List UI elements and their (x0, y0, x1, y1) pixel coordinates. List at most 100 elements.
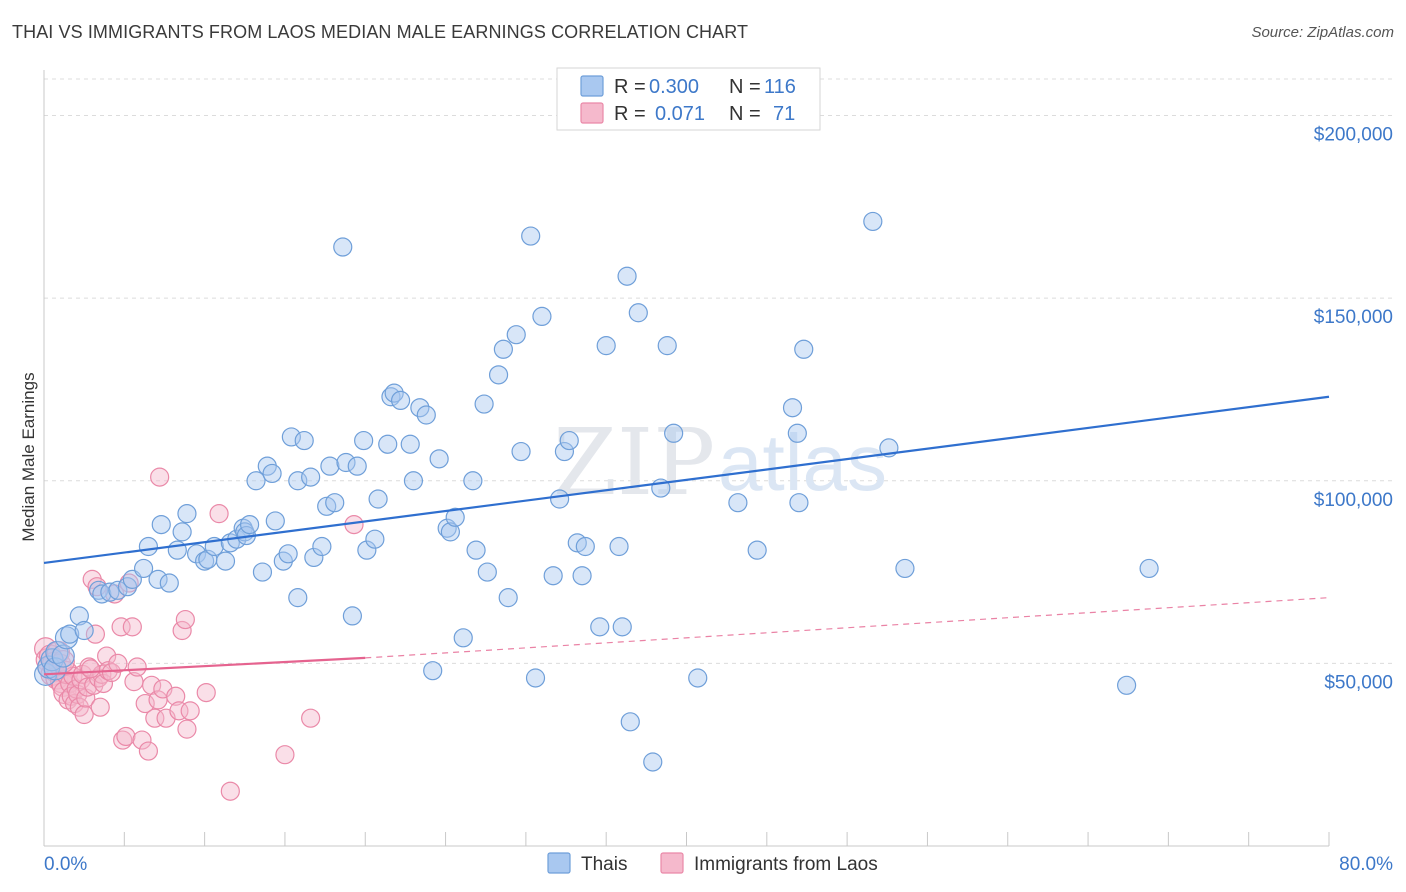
laos-points (34, 467, 364, 801)
laos-point (166, 686, 186, 706)
laos-point (209, 504, 229, 524)
y-tick-label-1: $100,000 (1314, 490, 1393, 511)
bottom-legend-swatch-laos (660, 852, 684, 874)
laos-point (127, 657, 147, 677)
thai-point (288, 471, 308, 491)
laos-point (180, 701, 200, 721)
thai-point (429, 449, 449, 469)
thai-point (215, 551, 236, 571)
thai-point (416, 405, 436, 425)
legend-n-value-laos: 71 (773, 103, 795, 125)
thai-point (333, 237, 353, 257)
thai-point (365, 529, 385, 549)
laos-trendline-extension (365, 597, 1330, 659)
laos-point (138, 741, 159, 761)
bottom-legend: Thais Immigrants from Laos (547, 852, 878, 875)
thai-point (590, 617, 610, 637)
thai-point (559, 430, 579, 451)
laos-point (301, 708, 321, 728)
thai-point (794, 339, 814, 359)
bottom-legend-swatch-thai (547, 852, 571, 874)
laos-point (135, 693, 155, 714)
laos-point (93, 673, 114, 694)
thai-point (294, 430, 314, 451)
thai-point (240, 514, 260, 535)
thai-point (453, 628, 473, 648)
thai-point (747, 540, 767, 560)
bottom-legend-label-laos: Immigrants from Laos (694, 854, 878, 875)
thai-point (554, 441, 575, 462)
thai-point (787, 423, 807, 443)
thai-point (357, 540, 377, 560)
thai-point (312, 536, 332, 557)
thai-point (262, 463, 282, 484)
thai-point (69, 606, 89, 626)
thai-point (403, 471, 424, 491)
thai-point (410, 398, 430, 418)
thai-point (620, 712, 640, 732)
laos-point (85, 624, 106, 644)
thai-point (45, 640, 69, 665)
trendlines (43, 395, 1330, 676)
thai-point (789, 493, 809, 513)
thai-point (148, 569, 168, 589)
thai-point (195, 551, 215, 571)
thai-point (488, 365, 509, 385)
thai-point (688, 668, 708, 688)
legend-n-label-laos: N = (729, 103, 761, 125)
legend-box: R = 0.300 N = 116 R = 0.071 N = 71 (556, 67, 821, 131)
thai-point (493, 339, 513, 359)
x-tick-label-0: 0.0% (44, 854, 87, 875)
thai-point (108, 580, 128, 600)
thai-point (151, 514, 171, 535)
thai-point (325, 493, 345, 513)
thai-point (252, 562, 273, 582)
thai-point (895, 558, 915, 579)
watermark-atlas: atlas (718, 418, 887, 507)
legend-r-label-thai: R = (614, 76, 646, 98)
x-tick-label-1: 80.0% (1339, 854, 1393, 875)
chart-title: THAI VS IMMIGRANTS FROM LAOS MEDIAN MALE… (12, 22, 749, 42)
laos-point (116, 726, 136, 747)
x-ticks (123, 832, 1330, 846)
thai-point (550, 489, 570, 509)
laos-point (177, 719, 197, 739)
legend-r-value-laos: 0.071 (655, 103, 705, 125)
thai-point (288, 588, 308, 608)
thai-point (474, 394, 494, 414)
thai-point (342, 606, 362, 626)
chart-source: Source: ZipAtlas.com (1251, 24, 1394, 41)
thai-point (1117, 675, 1137, 695)
legend-swatch-laos (580, 102, 604, 124)
gridlines (44, 78, 1395, 664)
laos-point (169, 701, 189, 721)
y-tick-label-3: $200,000 (1314, 125, 1393, 146)
thai-point (445, 507, 465, 527)
laos-point (122, 617, 142, 637)
thai-point (281, 427, 301, 447)
thai-point (575, 536, 595, 557)
thai-point (354, 430, 374, 451)
thai-point (133, 558, 154, 579)
thai-point (643, 752, 663, 772)
thai-point (336, 452, 356, 473)
thai-point (437, 518, 457, 538)
thai-point (74, 620, 94, 641)
thai-point (246, 471, 266, 491)
thai-point (440, 522, 460, 542)
thai-point (466, 540, 486, 560)
laos-point (74, 704, 94, 725)
thai-point (506, 325, 526, 345)
thai-point (525, 668, 546, 688)
thai-point (304, 547, 324, 568)
legend-r-label-laos: R = (614, 103, 646, 125)
laos-point (80, 659, 101, 679)
bottom-legend-label-thai: Thais (581, 854, 627, 875)
legend-n-label-thai: N = (729, 76, 761, 98)
laos-trendline (43, 656, 366, 676)
watermark-zip: ZIP (553, 409, 715, 516)
thai-point (1139, 558, 1159, 579)
thai-point (612, 617, 632, 637)
thai-point (664, 423, 684, 443)
